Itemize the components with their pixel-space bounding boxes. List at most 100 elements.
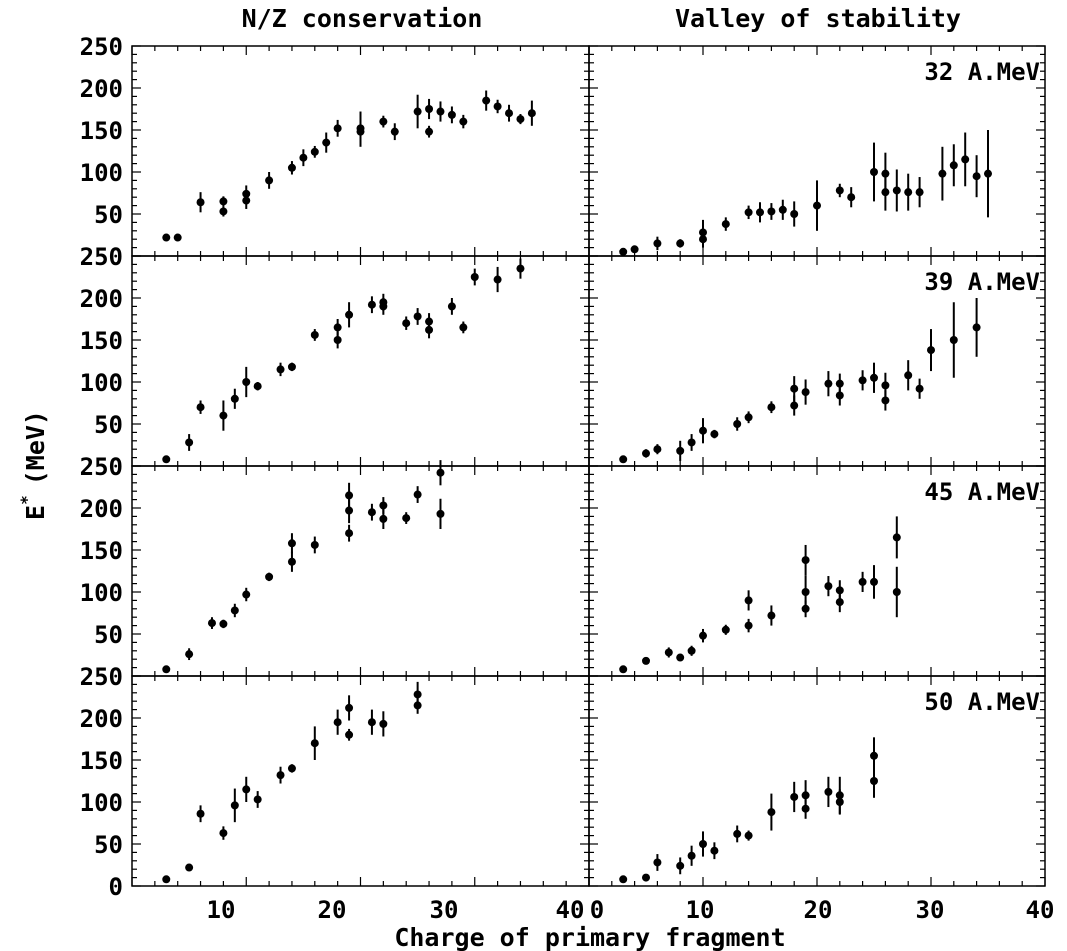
y-axis-label: E* (MeV): [17, 410, 50, 520]
data-point: [870, 577, 878, 586]
data-point: [972, 323, 981, 332]
data-point: [333, 124, 342, 133]
data-point: [242, 196, 251, 205]
data-point: [219, 197, 228, 206]
y-tick-label: 250: [80, 453, 123, 481]
data-point: [196, 403, 205, 412]
data-point: [379, 501, 388, 510]
data-point: [687, 851, 696, 860]
data-point: [390, 127, 399, 136]
data-point: [892, 186, 901, 195]
data-point: [744, 621, 753, 630]
data-point: [367, 718, 376, 727]
data-point: [744, 208, 753, 217]
y-tick-label: 250: [80, 33, 123, 61]
x-tick-label: 20: [318, 896, 347, 924]
y-tick-label: 50: [94, 411, 123, 439]
data-point: [253, 382, 262, 391]
data-point: [367, 508, 376, 517]
data-point: [676, 446, 685, 455]
data-point: [790, 210, 799, 218]
data-point: [425, 127, 434, 136]
data-point: [162, 875, 171, 884]
data-point: [379, 117, 388, 126]
data-point: [436, 509, 445, 518]
data-point: [379, 514, 388, 523]
data-point: [653, 445, 662, 454]
data-point: [733, 420, 742, 428]
y-tick-label: 100: [80, 579, 123, 607]
data-point: [185, 650, 194, 659]
x-tick-label: 40: [556, 896, 585, 924]
data-point: [447, 110, 456, 119]
y-axis-label-main: E* (MeV): [17, 410, 50, 520]
data-point: [938, 169, 947, 178]
data-point: [322, 138, 331, 147]
data-point: [162, 665, 171, 674]
data-point: [904, 188, 913, 197]
data-point: [230, 394, 239, 403]
y-axis-label-star: *: [17, 495, 36, 505]
panels-layer: [131, 45, 1046, 887]
data-point: [767, 611, 776, 620]
y-tick-label: 250: [80, 663, 123, 691]
panel-1-nz-conservation: [131, 45, 590, 257]
data-point: [345, 310, 354, 319]
data-point: [927, 346, 935, 355]
data-point: [642, 656, 650, 665]
data-point: [185, 863, 194, 872]
data-point: [265, 572, 274, 581]
data-point: [733, 829, 742, 838]
data-point: [287, 362, 296, 371]
data-point: [482, 96, 491, 105]
data-point: [356, 127, 365, 136]
y-tick-label: 50: [94, 831, 123, 859]
y-axis-label-e: E: [21, 505, 50, 520]
column-title-nz-conservation: N/Z conservation: [242, 4, 483, 33]
data-point: [219, 829, 228, 838]
data-point: [493, 102, 502, 111]
data-point: [333, 323, 342, 332]
data-point: [870, 751, 878, 760]
data-point: [653, 239, 662, 248]
panel-1-valley-of-stability: [588, 45, 1046, 257]
data-point: [345, 491, 354, 500]
data-point: [904, 371, 913, 380]
data-point: [287, 764, 296, 773]
data-point: [345, 529, 354, 538]
data-point: [516, 264, 525, 273]
y-axis-label-unit: (MeV): [21, 410, 50, 485]
data-point: [413, 690, 422, 699]
panel-2-nz-conservation: [131, 255, 590, 467]
data-point: [790, 792, 799, 801]
data-point: [949, 161, 958, 170]
y-tick-label: 200: [80, 495, 123, 523]
y-tick-label: 150: [80, 537, 123, 565]
x-tick-label: 30: [916, 896, 945, 924]
data-point: [767, 207, 776, 216]
data-point: [653, 858, 662, 867]
data-point: [379, 302, 388, 311]
data-point: [413, 701, 422, 710]
data-point: [436, 107, 445, 116]
data-point: [710, 846, 719, 855]
energy-label-32: 32 A.MeV: [924, 58, 1040, 86]
data-point: [253, 795, 262, 804]
data-point: [425, 325, 434, 334]
data-point: [447, 302, 456, 311]
data-point: [790, 384, 799, 393]
data-point: [870, 777, 878, 785]
data-point: [744, 831, 753, 840]
data-point: [185, 438, 194, 447]
data-point: [835, 798, 844, 806]
data-point: [230, 801, 239, 810]
data-point: [699, 235, 707, 244]
y-tick-label: 0: [109, 873, 123, 901]
y-tick-labels-row-2: 250 200 150 100 50: [80, 243, 123, 439]
data-point: [219, 619, 228, 628]
y-tick-label: 150: [80, 747, 123, 775]
y-tick-label: 50: [94, 201, 123, 229]
x-tick-label: 20: [804, 896, 833, 924]
data-point: [287, 557, 296, 566]
data-point: [242, 378, 251, 386]
